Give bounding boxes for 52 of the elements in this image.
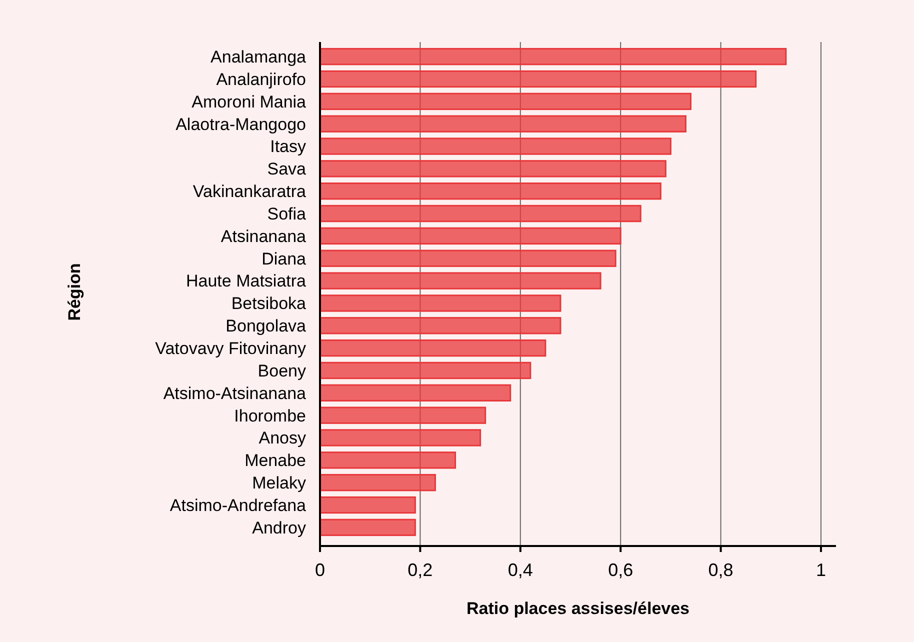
x-tick-label: 0,8 xyxy=(708,560,734,580)
bar xyxy=(319,70,757,88)
y-tick-label: Vakinankaratra xyxy=(192,182,307,202)
bar xyxy=(319,250,616,267)
y-tick-label: Sava xyxy=(267,160,307,179)
x-tick-label: 0,6 xyxy=(608,560,634,580)
y-tick-label: Anosy xyxy=(258,428,306,448)
y-tick-label: Diana xyxy=(262,249,307,268)
bar xyxy=(319,227,622,245)
y-tick-label: Atsimo-Andrefana xyxy=(170,496,307,515)
bar xyxy=(319,48,787,66)
y-tick-label: Melaky xyxy=(252,474,306,493)
bar xyxy=(319,317,562,334)
y-tick-label: Betsiboka xyxy=(231,294,307,314)
bar xyxy=(319,138,672,155)
x-tick-label: 0,2 xyxy=(408,560,433,580)
x-tick-label: 1 xyxy=(816,560,826,580)
y-tick-label: Haute Matsiatra xyxy=(186,272,307,291)
bar xyxy=(319,406,486,424)
bar xyxy=(319,339,546,357)
bar xyxy=(319,294,562,312)
bar xyxy=(319,518,416,536)
bar xyxy=(319,160,666,178)
y-tick-label: Atsimo-Atsinanana xyxy=(163,384,307,403)
y-tick-label: Atsinanana xyxy=(220,226,307,246)
y-tick-label: Amoroni Mania xyxy=(192,92,307,112)
y-tick-label: Boeny xyxy=(258,361,306,380)
x-axis-title: Ratio places assises/éleves xyxy=(466,599,690,618)
y-tick-label: Ihorombe xyxy=(234,406,306,426)
x-tick-label: 0 xyxy=(314,560,326,580)
y-tick-label: Bongolava xyxy=(226,316,307,336)
bar xyxy=(319,474,436,492)
bar xyxy=(319,362,532,380)
bar xyxy=(319,452,456,469)
y-tick-label: Itasy xyxy=(270,137,306,156)
bar xyxy=(319,115,686,132)
bar xyxy=(319,92,692,110)
bar xyxy=(319,429,482,446)
bar xyxy=(319,384,512,402)
bar xyxy=(319,496,416,514)
y-axis-title: Région xyxy=(65,263,84,321)
y-tick-label: Alaotra-Mangogo xyxy=(176,114,306,134)
y-tick-label: Menabe xyxy=(244,451,306,470)
y-tick-label: Vatovavy Fitovinany xyxy=(155,339,306,358)
bar xyxy=(319,204,642,222)
y-tick-label: Sofia xyxy=(267,204,307,224)
y-tick-label: Analamanga xyxy=(210,48,307,67)
x-tick-label: 0,4 xyxy=(508,560,533,580)
y-tick-label: Analanjirofo xyxy=(216,70,306,89)
bar xyxy=(319,272,602,290)
bar xyxy=(319,182,662,200)
y-tick-label: Androy xyxy=(252,518,306,538)
